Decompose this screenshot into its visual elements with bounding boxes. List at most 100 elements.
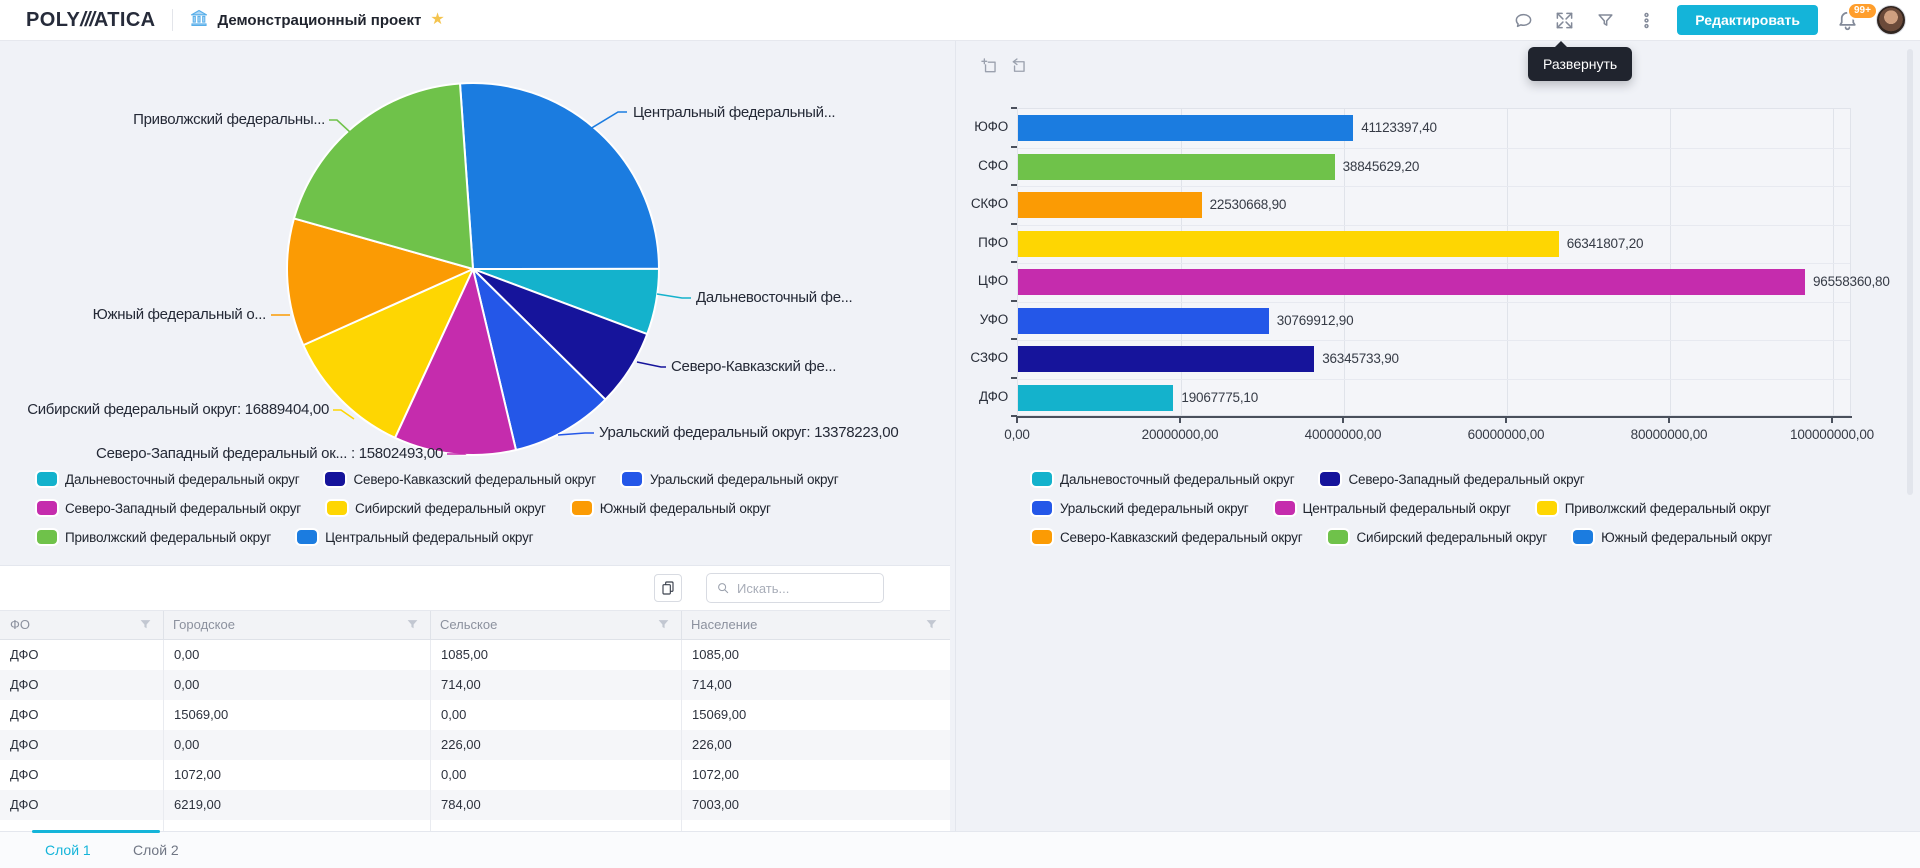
legend-item[interactable]: Центральный федеральный округ — [297, 529, 534, 545]
expand-icon[interactable] — [1554, 10, 1574, 30]
bank-icon — [189, 8, 209, 33]
notifications-bell-icon[interactable]: 99+ — [1836, 2, 1878, 32]
edit-button[interactable]: Редактировать — [1677, 5, 1818, 35]
cell: 0,00 — [163, 670, 430, 700]
pie-slice[interactable] — [293, 82, 474, 270]
y-axis-tick — [1011, 184, 1017, 186]
scrollbar[interactable] — [1907, 49, 1913, 495]
cell: 1072,00 — [163, 760, 430, 790]
table-row[interactable]: ДФО 0,00 714,00 714,00 — [0, 670, 950, 700]
top-bar: POLY///ATICA Демонстрационный проект ★ — [0, 0, 1920, 41]
legend-item[interactable]: Южный федеральный округ — [571, 501, 771, 516]
pie-callout-line — [656, 293, 691, 299]
y-axis-tick — [1011, 376, 1017, 379]
filter-funnel-icon[interactable] — [406, 618, 419, 636]
filter-funnel-icon[interactable] — [139, 618, 152, 636]
bar[interactable] — [1018, 384, 1174, 411]
cell: ДФО — [10, 677, 39, 692]
bar[interactable] — [1018, 153, 1335, 180]
gridline — [1670, 109, 1671, 415]
legend-item[interactable]: Приволжский федеральный округ — [1536, 501, 1771, 516]
area-select-icon[interactable] — [980, 57, 999, 76]
column-separator — [681, 611, 682, 639]
filter-funnel-icon[interactable] — [657, 618, 670, 636]
column-header[interactable]: Городское — [173, 617, 235, 632]
cell: 0,00 — [163, 640, 430, 670]
bar-category-label: СКФО — [970, 196, 1008, 212]
x-axis-tick — [1342, 418, 1344, 423]
bar-value-label: 96558360,80 — [1813, 274, 1890, 290]
search-input[interactable] — [737, 580, 874, 596]
y-axis-tick — [1011, 107, 1017, 109]
legend-item[interactable]: Северо-Кавказский федеральный округ — [1032, 530, 1303, 545]
legend-label: Сибирский федеральный округ — [1356, 529, 1548, 545]
cell: ДФО — [10, 707, 39, 722]
pie-label: Приволжский федеральны... — [133, 111, 325, 128]
tab-layer-1[interactable]: Слой 1 — [45, 842, 91, 858]
pie-callout-line — [589, 111, 627, 130]
legend-item[interactable]: Приволжский федеральный округ — [37, 530, 271, 545]
legend-item[interactable]: Южный федеральный округ — [1573, 530, 1772, 545]
bar-category-label: ЮФО — [974, 119, 1008, 135]
legend-item[interactable]: Северо-Западный федеральный округ — [1320, 472, 1585, 487]
legend-item[interactable]: Сибирский федеральный округ — [1328, 530, 1547, 545]
favorite-star-icon[interactable]: ★ — [430, 11, 445, 28]
legend-item[interactable]: Центральный федеральный округ — [1274, 501, 1511, 516]
tab-layer-2[interactable]: Слой 2 — [133, 842, 179, 858]
bar[interactable] — [1018, 230, 1559, 257]
comments-icon[interactable] — [1513, 10, 1533, 30]
filter-funnel-icon[interactable] — [925, 618, 938, 636]
legend-item[interactable]: Уральский федеральный округ — [621, 471, 839, 487]
pie-label: Центральный федеральный... — [633, 104, 835, 121]
pie-chart[interactable]: Центральный федеральный... Дальневосточны… — [0, 41, 952, 565]
legend-item[interactable]: Уральский федеральный округ — [1032, 501, 1249, 516]
filter-icon[interactable] — [1595, 10, 1615, 30]
table-row[interactable]: ДФО 1072,00 0,00 1072,00 — [0, 760, 950, 790]
copy-icon[interactable] — [654, 574, 682, 602]
more-icon[interactable] — [1636, 10, 1656, 30]
x-tick-label: 100000000,00 — [1790, 427, 1874, 442]
cell: 1085,00 — [681, 640, 949, 670]
bar-legend: Дальневосточный федеральный округ Северо-… — [1032, 469, 1798, 556]
x-tick-label: 0,00 — [1004, 427, 1030, 442]
cell: 784,00 — [430, 790, 681, 820]
legend-swatch — [1274, 501, 1295, 515]
column-header[interactable]: ФО — [10, 617, 30, 632]
undo-icon[interactable] — [1009, 57, 1028, 76]
pie-label: Южный федеральный о... — [93, 306, 266, 323]
row-separator — [1018, 378, 1850, 380]
legend-item[interactable]: Северо-Западный федеральный округ — [37, 501, 301, 516]
legend-label: Уральский федеральный округ — [1060, 500, 1249, 516]
legend-item[interactable]: Дальневосточный федеральный округ — [37, 472, 300, 487]
table-row[interactable]: ДФО 6219,00 784,00 7003,00 — [0, 790, 950, 820]
legend-item[interactable]: Сибирский федеральный округ — [327, 501, 546, 516]
legend-label: Центральный федеральный округ — [325, 529, 534, 545]
column-header[interactable]: Сельское — [440, 617, 498, 632]
table-row[interactable]: ДФО 15069,00 0,00 15069,00 — [0, 700, 950, 730]
pie-callout-line — [447, 449, 467, 455]
bar-chart-widget: 41123397,40 38845629,20 22530668,90 6634180… — [958, 41, 1920, 831]
pie-slice[interactable] — [302, 268, 474, 439]
legend-item[interactable]: Дальневосточный федеральный округ — [1032, 472, 1295, 487]
bar[interactable] — [1018, 115, 1354, 142]
pie-slice[interactable] — [286, 217, 474, 347]
column-header[interactable]: Население — [691, 617, 758, 632]
legend-swatch — [1032, 472, 1052, 486]
bar[interactable] — [1018, 269, 1805, 296]
bar-plot-area[interactable]: 41123397,40 38845629,20 22530668,90 6634180… — [1017, 108, 1890, 416]
pie-slice[interactable] — [459, 82, 660, 270]
bar[interactable] — [1018, 192, 1202, 219]
legend-label: Уральский федеральный округ — [649, 471, 839, 487]
cell: 226,00 — [681, 730, 949, 760]
pie-callout-line — [636, 361, 666, 368]
table-row[interactable]: ДФО 0,00 226,00 226,00 — [0, 730, 950, 760]
gridline — [1344, 109, 1345, 415]
bar-value-label: 19067775,10 — [1181, 389, 1259, 405]
bar[interactable] — [1018, 346, 1315, 373]
bar[interactable] — [1018, 307, 1269, 334]
legend-item[interactable]: Северо-Кавказский федеральный округ — [325, 472, 596, 487]
legend-swatch — [297, 530, 318, 544]
avatar[interactable] — [1876, 5, 1906, 35]
cell — [681, 820, 949, 831]
table-row[interactable]: ДФО 0,00 1085,00 1085,00 — [0, 640, 950, 670]
